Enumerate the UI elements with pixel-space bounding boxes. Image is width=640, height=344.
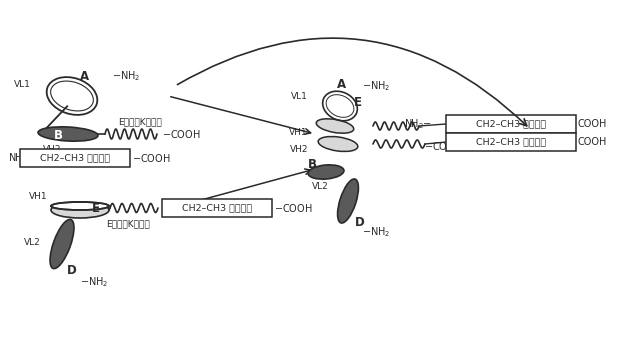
Text: CH2–CH3 ドメイン: CH2–CH3 ドメイン <box>476 119 546 129</box>
Ellipse shape <box>316 119 354 133</box>
Text: $-$NH$_2$: $-$NH$_2$ <box>80 275 108 289</box>
Bar <box>20 149 130 167</box>
Ellipse shape <box>50 219 74 269</box>
Text: VL1: VL1 <box>13 79 31 88</box>
Text: VH1: VH1 <box>29 192 47 201</box>
Ellipse shape <box>51 202 109 210</box>
Text: EまたはKコイル: EまたはKコイル <box>118 118 162 127</box>
Ellipse shape <box>308 165 344 179</box>
Text: $-$NH$_2$: $-$NH$_2$ <box>362 225 390 239</box>
Text: $-$COOH: $-$COOH <box>162 128 201 140</box>
Text: $-$NH$_2$: $-$NH$_2$ <box>112 69 140 83</box>
Text: E: E <box>354 96 362 108</box>
Text: $-$COOH: $-$COOH <box>424 140 463 152</box>
Text: VL2: VL2 <box>312 182 328 191</box>
Text: NH$_2$$-$: NH$_2$$-$ <box>404 117 432 131</box>
Bar <box>162 199 272 217</box>
Text: B: B <box>54 129 63 141</box>
Text: VL1: VL1 <box>291 92 308 100</box>
Text: $-$NH$_2$: $-$NH$_2$ <box>362 79 390 93</box>
Ellipse shape <box>51 202 109 218</box>
Text: VH2: VH2 <box>289 144 308 153</box>
Text: COOH: COOH <box>578 119 607 129</box>
Text: A: A <box>79 69 88 83</box>
Text: A: A <box>337 77 347 90</box>
Ellipse shape <box>38 127 98 141</box>
Text: NH$_2$$-$: NH$_2$$-$ <box>8 151 36 165</box>
Text: $-$COOH: $-$COOH <box>274 202 313 214</box>
Text: CH2–CH3 ドメイン: CH2–CH3 ドメイン <box>40 153 110 162</box>
Ellipse shape <box>318 137 358 151</box>
Text: COOH: COOH <box>578 137 607 147</box>
Text: D: D <box>355 215 365 228</box>
Text: CH2–CH3 ドメイン: CH2–CH3 ドメイン <box>476 138 546 147</box>
Text: B: B <box>307 158 317 171</box>
Text: VH2: VH2 <box>43 144 61 153</box>
Text: D: D <box>67 264 77 277</box>
Text: $-$COOH: $-$COOH <box>132 152 171 164</box>
Bar <box>446 115 576 133</box>
Text: VL2: VL2 <box>24 237 40 247</box>
Text: E: E <box>92 202 100 215</box>
Text: EまたはKコイル: EまたはKコイル <box>106 219 150 228</box>
Ellipse shape <box>337 179 358 223</box>
Text: CH2–CH3 ドメイン: CH2–CH3 ドメイン <box>182 204 252 213</box>
Bar <box>446 133 576 151</box>
FancyArrowPatch shape <box>177 38 527 126</box>
Text: VH1: VH1 <box>289 128 308 137</box>
